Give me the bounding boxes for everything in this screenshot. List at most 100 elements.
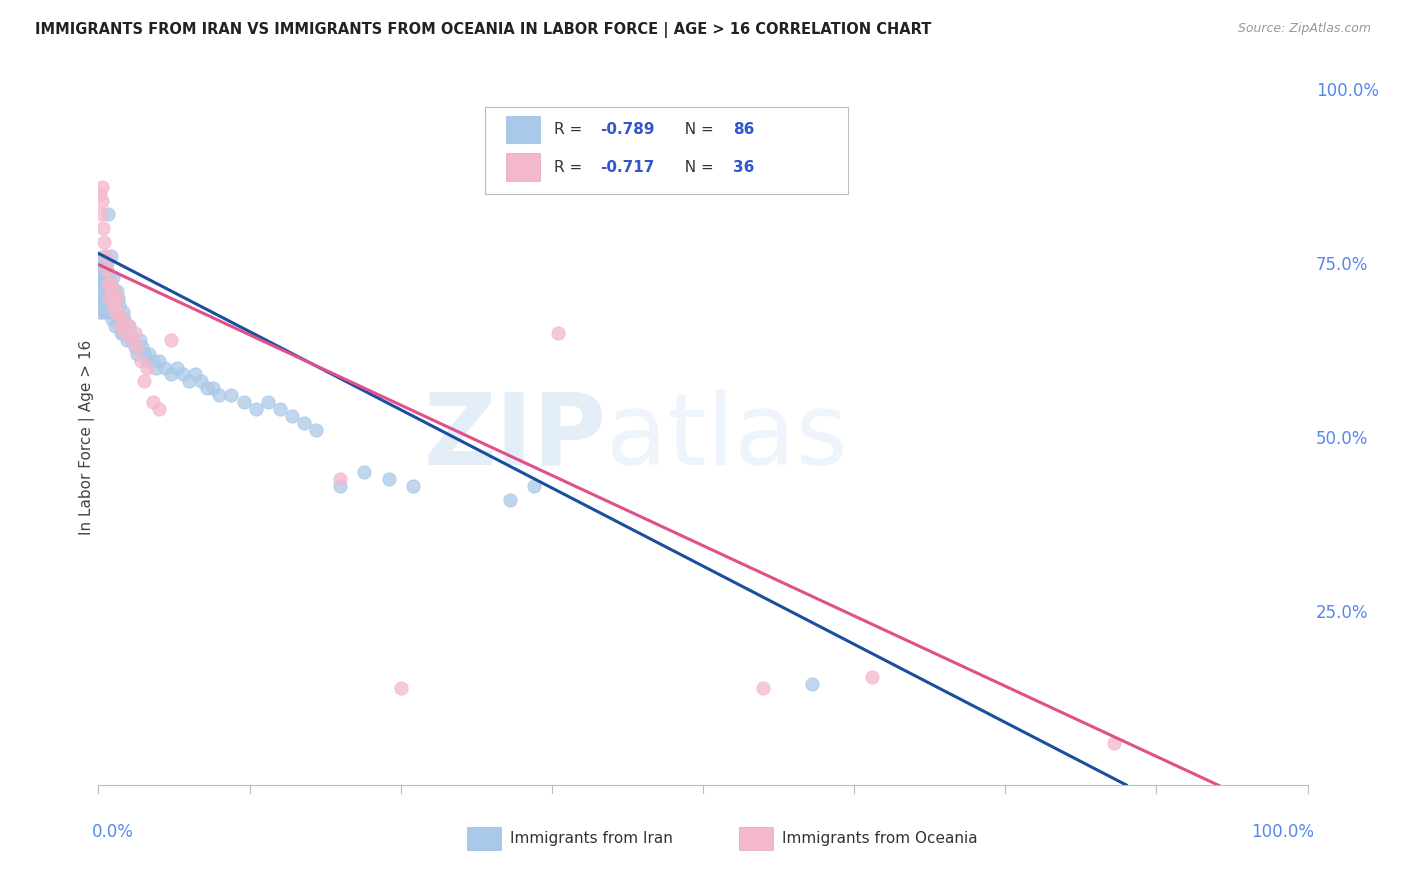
Point [91, 263, 114, 277]
Point [90, 270, 112, 285]
FancyBboxPatch shape [485, 106, 848, 194]
Point [105, 305, 128, 319]
Point [108, 318, 131, 333]
Point [96, 277, 118, 291]
Point [117, 333, 139, 347]
Point [91, 305, 114, 319]
Point [160, 368, 183, 382]
Point [89, 186, 111, 201]
Point [402, 479, 425, 493]
Point [256, 395, 278, 409]
Point [114, 326, 136, 340]
Point [112, 311, 135, 326]
Point [90, 207, 112, 221]
Point [148, 402, 170, 417]
Point [100, 249, 122, 263]
Point [389, 681, 412, 695]
Point [91, 291, 114, 305]
Point [523, 479, 546, 493]
Point [131, 340, 153, 354]
Text: atlas: atlas [606, 389, 848, 485]
Point [292, 416, 315, 430]
Point [138, 346, 160, 360]
Point [269, 402, 291, 417]
Point [800, 677, 823, 691]
Point [124, 340, 146, 354]
Point [96, 256, 118, 270]
Point [135, 353, 157, 368]
FancyBboxPatch shape [740, 828, 773, 850]
Point [96, 298, 118, 312]
Point [96, 263, 118, 277]
Point [98, 305, 121, 319]
Point [100, 298, 122, 312]
Point [114, 318, 136, 333]
Text: 100.0%: 100.0% [1250, 823, 1313, 841]
Point [90, 284, 112, 298]
Text: R =: R = [554, 160, 588, 175]
Point [93, 235, 115, 250]
Point [97, 270, 120, 285]
Point [202, 381, 225, 395]
Point [100, 277, 122, 291]
Point [142, 353, 165, 368]
Point [108, 298, 131, 312]
Text: 86: 86 [734, 122, 755, 137]
Point [127, 340, 149, 354]
Point [172, 368, 194, 382]
Point [124, 326, 146, 340]
Point [104, 305, 127, 319]
Point [179, 375, 201, 389]
Point [91, 194, 114, 208]
Point [94, 249, 117, 263]
Point [121, 333, 143, 347]
Point [752, 681, 775, 695]
Text: IMMIGRANTS FROM IRAN VS IMMIGRANTS FROM OCEANIA IN LABOR FORCE | AGE > 16 CORREL: IMMIGRANTS FROM IRAN VS IMMIGRANTS FROM … [35, 22, 932, 38]
Point [145, 360, 167, 375]
Point [100, 291, 122, 305]
Point [103, 298, 125, 312]
Point [98, 284, 121, 298]
FancyBboxPatch shape [506, 116, 540, 144]
Y-axis label: In Labor Force | Age > 16: In Labor Force | Age > 16 [79, 340, 96, 534]
Point [221, 388, 243, 402]
Point [1102, 736, 1125, 750]
Point [91, 277, 114, 291]
FancyBboxPatch shape [506, 153, 540, 181]
Point [547, 326, 569, 340]
Point [118, 318, 141, 333]
Point [329, 472, 352, 486]
Point [104, 298, 127, 312]
Point [103, 284, 125, 298]
Point [121, 333, 143, 347]
Point [190, 375, 212, 389]
Point [93, 270, 115, 285]
Point [93, 291, 115, 305]
Point [111, 305, 134, 319]
Point [101, 270, 124, 285]
Point [118, 326, 141, 340]
Point [101, 291, 124, 305]
Point [91, 256, 114, 270]
Point [105, 291, 128, 305]
Point [100, 277, 122, 291]
Point [118, 318, 141, 333]
Point [105, 284, 128, 298]
Point [281, 409, 304, 424]
Point [245, 402, 267, 417]
Point [100, 291, 122, 305]
Point [94, 263, 117, 277]
FancyBboxPatch shape [467, 828, 501, 850]
Point [129, 353, 152, 368]
Point [498, 492, 520, 507]
Point [329, 479, 352, 493]
Point [184, 368, 207, 382]
Point [100, 311, 122, 326]
Point [305, 423, 328, 437]
Point [166, 360, 188, 375]
Point [93, 249, 115, 263]
Point [91, 298, 114, 312]
Point [860, 670, 883, 684]
Point [108, 318, 131, 333]
Point [89, 277, 111, 291]
